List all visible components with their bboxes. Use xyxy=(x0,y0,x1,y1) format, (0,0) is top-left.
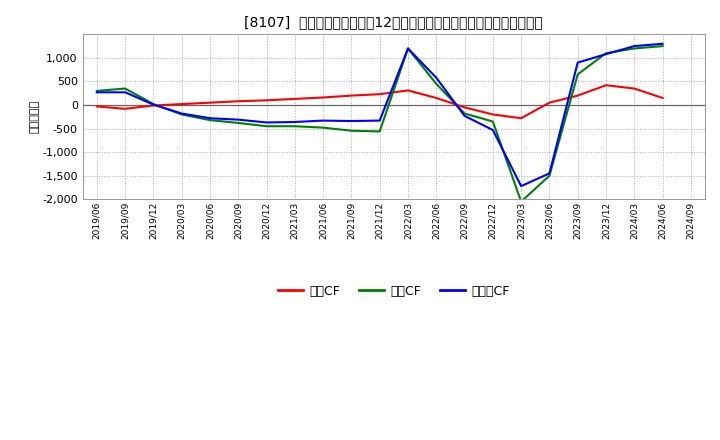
営業CF xyxy=(517,116,526,121)
投資CF xyxy=(658,44,667,49)
フリーCF xyxy=(545,171,554,176)
営業CF xyxy=(432,95,441,101)
フリーCF xyxy=(630,44,639,49)
営業CF xyxy=(177,102,186,107)
投資CF xyxy=(460,111,469,116)
フリーCF xyxy=(92,90,101,95)
フリーCF xyxy=(658,41,667,46)
投資CF xyxy=(630,46,639,51)
投資CF xyxy=(177,112,186,117)
フリーCF xyxy=(121,90,130,95)
フリーCF xyxy=(149,102,158,107)
投資CF xyxy=(149,102,158,107)
営業CF xyxy=(375,92,384,97)
Title: [8107]  キャッシュフローの12か月移動合計の対前年同期増減額の推移: [8107] キャッシュフローの12か月移動合計の対前年同期増減額の推移 xyxy=(245,15,543,29)
フリーCF xyxy=(573,60,582,65)
投資CF xyxy=(404,46,413,51)
営業CF xyxy=(92,104,101,109)
営業CF xyxy=(460,105,469,110)
営業CF xyxy=(149,103,158,108)
フリーCF xyxy=(234,117,243,122)
フリーCF xyxy=(177,111,186,116)
フリーCF xyxy=(404,46,413,51)
営業CF xyxy=(658,95,667,101)
営業CF xyxy=(347,93,356,98)
投資CF xyxy=(375,129,384,134)
営業CF xyxy=(404,88,413,93)
フリーCF xyxy=(319,118,328,123)
営業CF xyxy=(545,100,554,105)
フリーCF xyxy=(517,183,526,189)
営業CF xyxy=(234,99,243,104)
投資CF xyxy=(432,81,441,87)
投資CF xyxy=(92,88,101,94)
フリーCF xyxy=(432,75,441,81)
営業CF xyxy=(290,96,299,102)
営業CF xyxy=(319,95,328,100)
営業CF xyxy=(573,93,582,98)
営業CF xyxy=(602,83,611,88)
投資CF xyxy=(488,119,497,124)
Line: 営業CF: 営業CF xyxy=(96,85,662,118)
フリーCF xyxy=(262,120,271,125)
投資CF xyxy=(347,128,356,133)
投資CF xyxy=(206,117,215,123)
営業CF xyxy=(206,100,215,105)
Line: フリーCF: フリーCF xyxy=(96,44,662,186)
投資CF xyxy=(517,199,526,204)
フリーCF xyxy=(375,118,384,123)
投資CF xyxy=(545,173,554,178)
投資CF xyxy=(262,124,271,129)
投資CF xyxy=(602,51,611,56)
Line: 投資CF: 投資CF xyxy=(96,46,662,202)
営業CF xyxy=(262,98,271,103)
フリーCF xyxy=(602,51,611,57)
投資CF xyxy=(121,86,130,91)
フリーCF xyxy=(460,113,469,118)
営業CF xyxy=(630,86,639,91)
投資CF xyxy=(290,124,299,129)
投資CF xyxy=(319,125,328,130)
営業CF xyxy=(488,112,497,117)
投資CF xyxy=(234,120,243,125)
フリーCF xyxy=(290,119,299,125)
フリーCF xyxy=(347,118,356,124)
フリーCF xyxy=(206,116,215,121)
投資CF xyxy=(573,72,582,77)
Legend: 営業CF, 投資CF, フリーCF: 営業CF, 投資CF, フリーCF xyxy=(273,280,515,303)
Y-axis label: （百万円）: （百万円） xyxy=(30,100,40,133)
フリーCF xyxy=(488,127,497,132)
営業CF xyxy=(121,106,130,111)
